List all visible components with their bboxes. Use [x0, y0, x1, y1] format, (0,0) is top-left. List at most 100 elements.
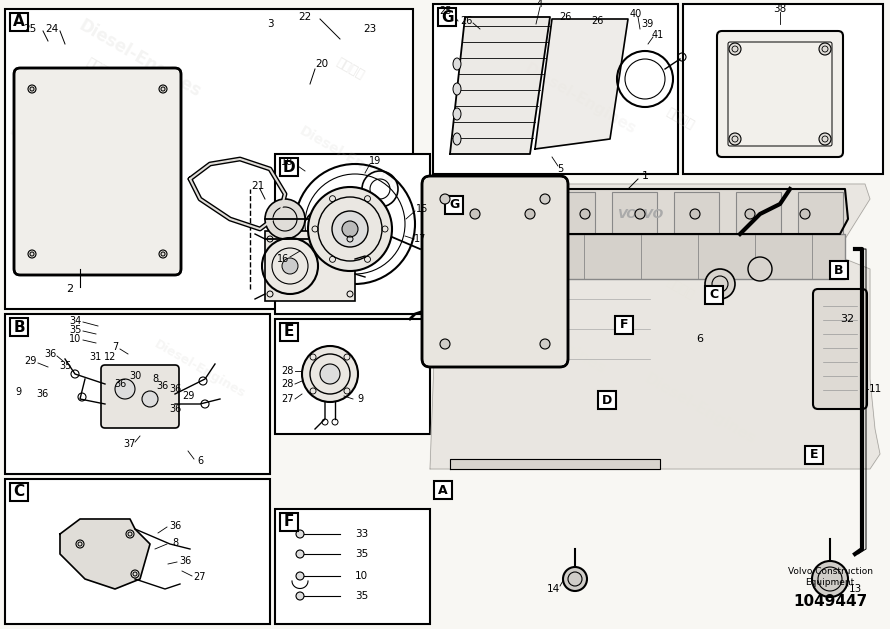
Circle shape — [729, 43, 741, 55]
Polygon shape — [450, 459, 660, 469]
Text: 25: 25 — [440, 6, 452, 16]
Circle shape — [28, 250, 36, 258]
Text: Diesel-Engines: Diesel-Engines — [296, 124, 403, 194]
Circle shape — [748, 257, 772, 281]
Ellipse shape — [453, 133, 461, 145]
Bar — [488, 192, 533, 234]
Text: 23: 23 — [363, 24, 376, 34]
Text: 36: 36 — [169, 384, 182, 394]
Bar — [805, 446, 823, 464]
Text: 36: 36 — [44, 349, 56, 359]
Bar — [683, 4, 883, 174]
Bar — [280, 323, 298, 341]
Circle shape — [540, 339, 550, 349]
Polygon shape — [450, 17, 550, 154]
Circle shape — [635, 209, 645, 219]
Circle shape — [705, 269, 735, 299]
Text: 36: 36 — [169, 521, 182, 531]
Text: C: C — [709, 289, 718, 301]
Text: 36: 36 — [179, 556, 191, 566]
Bar — [275, 154, 430, 314]
Text: 柴发动力: 柴发动力 — [84, 236, 117, 262]
Circle shape — [342, 221, 358, 237]
Text: 14: 14 — [546, 584, 560, 594]
Bar — [265, 231, 355, 301]
Circle shape — [580, 209, 590, 219]
Text: 6: 6 — [697, 334, 703, 344]
Text: 31: 31 — [89, 352, 101, 362]
Circle shape — [296, 550, 304, 558]
Text: 8: 8 — [152, 374, 158, 384]
Text: B: B — [834, 264, 844, 277]
Bar — [445, 234, 845, 279]
Circle shape — [819, 43, 831, 55]
Text: Diesel-Engines: Diesel-Engines — [522, 61, 638, 137]
Text: 35: 35 — [355, 591, 368, 601]
Bar — [445, 196, 463, 214]
Text: 36: 36 — [36, 389, 48, 399]
Text: 19: 19 — [368, 156, 381, 166]
Text: VOLVO: VOLVO — [617, 208, 663, 221]
Bar — [280, 513, 298, 531]
Text: 32: 32 — [840, 314, 854, 324]
Text: 35: 35 — [355, 549, 368, 559]
Bar — [615, 316, 633, 334]
Text: 27: 27 — [280, 394, 293, 404]
Text: 26: 26 — [460, 16, 473, 26]
Circle shape — [302, 346, 358, 402]
Text: 24: 24 — [45, 24, 59, 34]
Circle shape — [690, 209, 700, 219]
Text: 5: 5 — [557, 164, 563, 174]
Text: D: D — [602, 394, 612, 406]
Text: 18: 18 — [281, 157, 293, 167]
Bar — [5, 479, 270, 624]
Text: 8: 8 — [172, 538, 178, 548]
Text: 36: 36 — [169, 404, 182, 414]
Text: F: F — [619, 318, 628, 331]
Text: Diesel-Engines: Diesel-Engines — [76, 17, 205, 101]
Circle shape — [800, 209, 810, 219]
Text: 1049447: 1049447 — [793, 594, 867, 608]
Bar — [612, 192, 657, 234]
Text: 20: 20 — [315, 59, 328, 69]
Circle shape — [296, 530, 304, 538]
Circle shape — [142, 391, 158, 407]
Circle shape — [470, 209, 480, 219]
Text: 柴发动力: 柴发动力 — [334, 56, 367, 82]
Circle shape — [308, 187, 392, 271]
Polygon shape — [445, 189, 848, 234]
Text: 22: 22 — [298, 12, 312, 22]
Text: 11: 11 — [869, 384, 882, 394]
Text: 21: 21 — [251, 181, 264, 191]
Text: 28: 28 — [281, 379, 293, 389]
Text: 2: 2 — [67, 284, 74, 294]
Circle shape — [812, 561, 848, 597]
Circle shape — [540, 194, 550, 204]
Text: 16: 16 — [277, 254, 289, 264]
Circle shape — [745, 209, 755, 219]
Text: 35: 35 — [59, 361, 71, 371]
Text: 17: 17 — [414, 234, 426, 244]
Circle shape — [440, 339, 450, 349]
Bar — [598, 391, 616, 409]
Text: Diesel-Engines: Diesel-Engines — [152, 338, 248, 401]
Bar — [438, 8, 456, 26]
Text: 38: 38 — [773, 4, 787, 14]
Bar — [830, 261, 848, 279]
Text: 27: 27 — [194, 572, 206, 582]
Ellipse shape — [453, 58, 461, 70]
Text: C: C — [13, 484, 25, 499]
Circle shape — [296, 572, 304, 580]
Bar — [798, 192, 843, 234]
Text: Diesel-Engines: Diesel-Engines — [491, 301, 609, 377]
Text: A: A — [13, 14, 25, 30]
Text: 9: 9 — [15, 387, 21, 397]
Circle shape — [296, 592, 304, 600]
Circle shape — [320, 364, 340, 384]
Text: 30: 30 — [129, 371, 142, 381]
FancyBboxPatch shape — [422, 176, 568, 367]
Polygon shape — [535, 19, 628, 149]
FancyBboxPatch shape — [813, 289, 867, 409]
Circle shape — [28, 85, 36, 93]
Text: 柴发动力: 柴发动力 — [664, 106, 696, 132]
